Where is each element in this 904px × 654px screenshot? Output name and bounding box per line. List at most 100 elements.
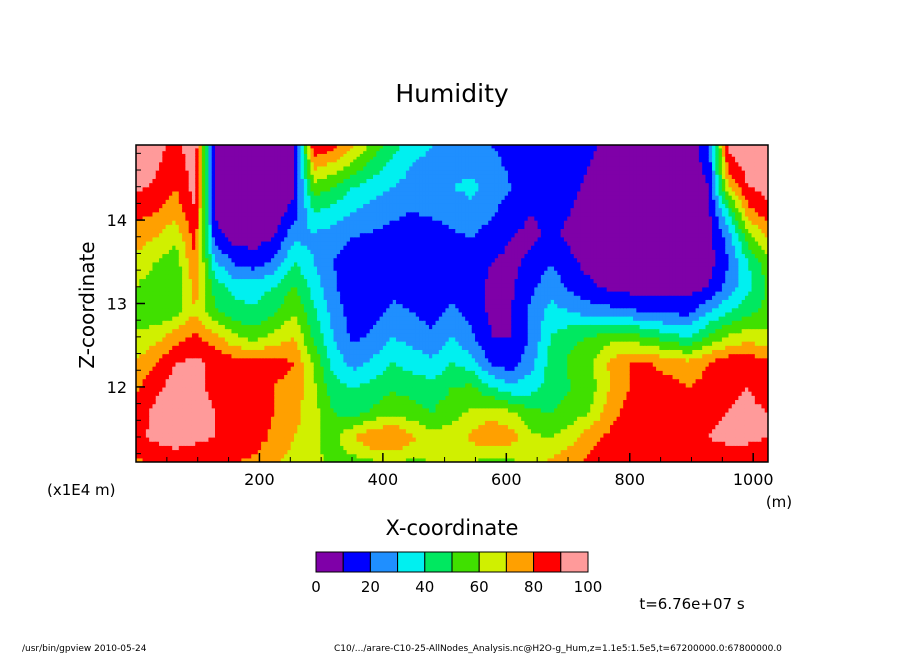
heatmap-cell — [195, 445, 200, 451]
heatmap-cell — [665, 457, 670, 462]
heatmap-cell — [603, 453, 608, 459]
heatmap-cell — [175, 407, 180, 413]
heatmap-cell — [392, 441, 397, 446]
heatmap-cell — [422, 449, 427, 455]
heatmap-cell — [412, 445, 417, 451]
heatmap-cell — [409, 441, 414, 446]
heatmap-cell — [544, 445, 549, 451]
heatmap-cell — [231, 436, 236, 442]
heatmap-cell — [537, 441, 542, 446]
heatmap-cell — [438, 457, 443, 462]
heatmap-cell — [758, 436, 763, 442]
heatmap-cell — [586, 424, 591, 430]
heatmap-cell — [264, 403, 269, 409]
heatmap-cell — [554, 416, 558, 421]
heatmap-cell — [656, 436, 660, 442]
heatmap-cell — [593, 441, 598, 446]
heatmap-cell — [646, 428, 651, 434]
heatmap-cell — [478, 420, 483, 426]
heatmap-cell — [224, 420, 229, 426]
heatmap-cell — [162, 428, 167, 434]
heatmap-cell — [382, 424, 387, 430]
heatmap-cell — [527, 411, 532, 417]
heatmap-cell — [389, 441, 394, 446]
heatmap-cell — [682, 432, 687, 438]
heatmap-cell — [682, 441, 687, 446]
heatmap-cell — [682, 445, 687, 451]
heatmap-cell — [428, 453, 433, 459]
heatmap-cell — [442, 428, 447, 434]
heatmap-cell — [218, 428, 223, 434]
heatmap-cell — [254, 391, 259, 396]
heatmap-cell — [211, 457, 216, 462]
heatmap-cell — [554, 449, 558, 455]
heatmap-cell — [162, 395, 167, 401]
heatmap-cell — [560, 445, 565, 451]
heatmap-cell — [392, 432, 397, 438]
heatmap-cell — [396, 453, 400, 459]
heatmap-cell — [402, 411, 407, 417]
heatmap-cell — [731, 441, 736, 446]
heatmap-cell — [336, 457, 341, 462]
heatmap-cell — [514, 428, 519, 434]
heatmap-cell — [284, 407, 289, 413]
heatmap-cell — [152, 428, 157, 434]
heatmap-cell — [182, 445, 186, 451]
heatmap-cell — [458, 436, 463, 442]
heatmap-cell — [633, 436, 637, 442]
heatmap-cell — [346, 457, 351, 462]
heatmap-cell — [241, 428, 246, 434]
heatmap-cell — [626, 420, 631, 426]
heatmap-cell — [636, 457, 641, 462]
heatmap-cell — [748, 424, 753, 430]
heatmap-cell — [468, 445, 473, 451]
heatmap-cell — [201, 395, 206, 401]
heatmap-cell — [458, 449, 463, 455]
heatmap-cell — [261, 441, 265, 446]
heatmap-cell — [234, 432, 239, 438]
heatmap-cell — [228, 432, 233, 438]
heatmap-cell — [221, 445, 226, 451]
heatmap-cell — [600, 457, 605, 462]
heatmap-cell — [247, 445, 252, 451]
heatmap-cell — [221, 424, 226, 430]
heatmap-cell — [679, 420, 684, 426]
heatmap-cell — [748, 432, 753, 438]
heatmap-cell — [238, 399, 242, 405]
heatmap-cell — [191, 386, 196, 392]
heatmap-cell — [468, 416, 473, 421]
heatmap-cell — [198, 428, 203, 434]
heatmap-cell — [191, 441, 196, 446]
heatmap-cell — [501, 445, 506, 451]
heatmap-cell — [557, 436, 562, 442]
heatmap-cell — [178, 411, 183, 417]
heatmap-cell — [721, 416, 726, 421]
heatmap-cell — [261, 432, 265, 438]
heatmap-cell — [215, 449, 219, 455]
heatmap-cell — [527, 436, 532, 442]
heatmap-cell — [593, 436, 598, 442]
heatmap-cell — [320, 432, 325, 438]
heatmap-cell — [675, 411, 680, 417]
heatmap-cell — [425, 411, 430, 417]
heatmap-cell — [270, 391, 275, 396]
heatmap-cell — [488, 445, 493, 451]
heatmap-cell — [445, 436, 450, 442]
heatmap-cell — [149, 391, 154, 396]
heatmap-cell — [254, 411, 259, 417]
heatmap-cell — [692, 411, 697, 417]
heatmap-cell — [244, 432, 249, 438]
heatmap-cell — [178, 449, 183, 455]
heatmap-cell — [689, 411, 693, 417]
heatmap-cell — [366, 453, 371, 459]
heatmap-cell — [596, 445, 601, 451]
heatmap-cell — [517, 420, 522, 426]
heatmap-cell — [201, 407, 206, 413]
heatmap-cell — [155, 441, 160, 446]
heatmap-cell — [195, 441, 200, 446]
heatmap-cell — [188, 424, 193, 430]
heatmap-cell — [251, 441, 256, 446]
heatmap-cell — [191, 420, 196, 426]
heatmap-cell — [751, 432, 756, 438]
heatmap-cell — [231, 432, 236, 438]
